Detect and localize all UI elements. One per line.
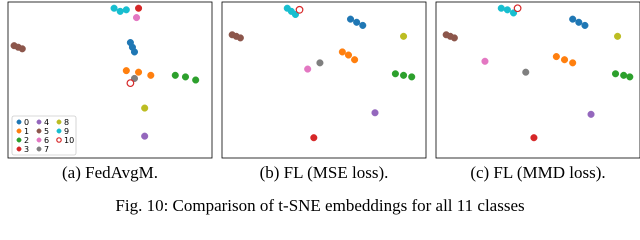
plot-frame [435,1,640,159]
point [560,56,569,64]
point [400,32,408,40]
point [16,128,22,134]
point [135,68,143,76]
panel-caption: (b) FL (MSE loss). [260,163,389,182]
legend-label: 6 [44,136,49,145]
point [503,6,511,14]
point [346,15,355,23]
page: Fig. 10: Comparison of t-SNE embeddings … [7,1,640,215]
point [56,119,62,125]
point [16,119,22,125]
point [122,6,130,14]
point [316,59,324,67]
point [408,73,416,81]
point [575,18,583,26]
point [110,4,118,12]
point [171,71,179,79]
legend-label: 2 [24,136,29,145]
point [295,5,304,14]
point [147,71,155,79]
figure: Fig. 10: Comparison of t-SNE embeddings … [7,1,640,215]
point [513,4,522,13]
point [569,15,577,23]
legend-label: 4 [44,118,49,127]
panel-caption: (c) FL (MMD loss). [470,163,605,182]
point [351,56,359,64]
point [36,128,42,134]
point [481,57,489,65]
legend-box [11,115,77,156]
point [36,137,42,143]
point [359,21,367,29]
point [304,65,312,73]
point [626,73,634,81]
point [18,45,26,53]
legend-label: 8 [64,118,69,127]
point [569,59,577,67]
point [192,76,200,84]
point [36,119,42,125]
point [135,4,143,12]
plot-frame [7,1,213,159]
point [310,134,318,142]
legend-label: 3 [24,145,29,154]
point [132,14,141,22]
point [391,70,399,78]
point [122,67,130,75]
point [116,7,124,15]
point [36,146,42,152]
panel-caption: (a) FedAvgM. [62,163,158,182]
figure-caption: Fig. 10: Comparison of t-SNE embeddings … [115,196,524,215]
point [56,128,62,134]
plot-frame [221,1,427,159]
legend-label: 1 [24,127,29,136]
legend-label: 5 [44,127,49,136]
point [130,48,139,56]
point [141,104,149,112]
point [587,110,595,118]
point [581,21,589,29]
point [497,4,505,12]
point [236,34,244,42]
point [353,18,361,26]
point [338,48,346,56]
point [522,68,530,76]
point [126,79,135,88]
point [16,146,22,152]
point [344,51,353,59]
point [141,132,149,140]
legend-label: 10 [64,136,74,145]
point [16,137,22,143]
point [552,53,560,61]
point [450,34,458,42]
legend-label: 0 [24,118,29,127]
legend-label: 7 [44,145,49,154]
point [400,71,408,79]
point [620,71,628,79]
point [614,32,622,40]
point [530,134,538,142]
point [611,70,620,78]
point [181,73,190,81]
legend-label: 9 [64,127,69,136]
point [371,109,379,117]
point [56,137,62,143]
